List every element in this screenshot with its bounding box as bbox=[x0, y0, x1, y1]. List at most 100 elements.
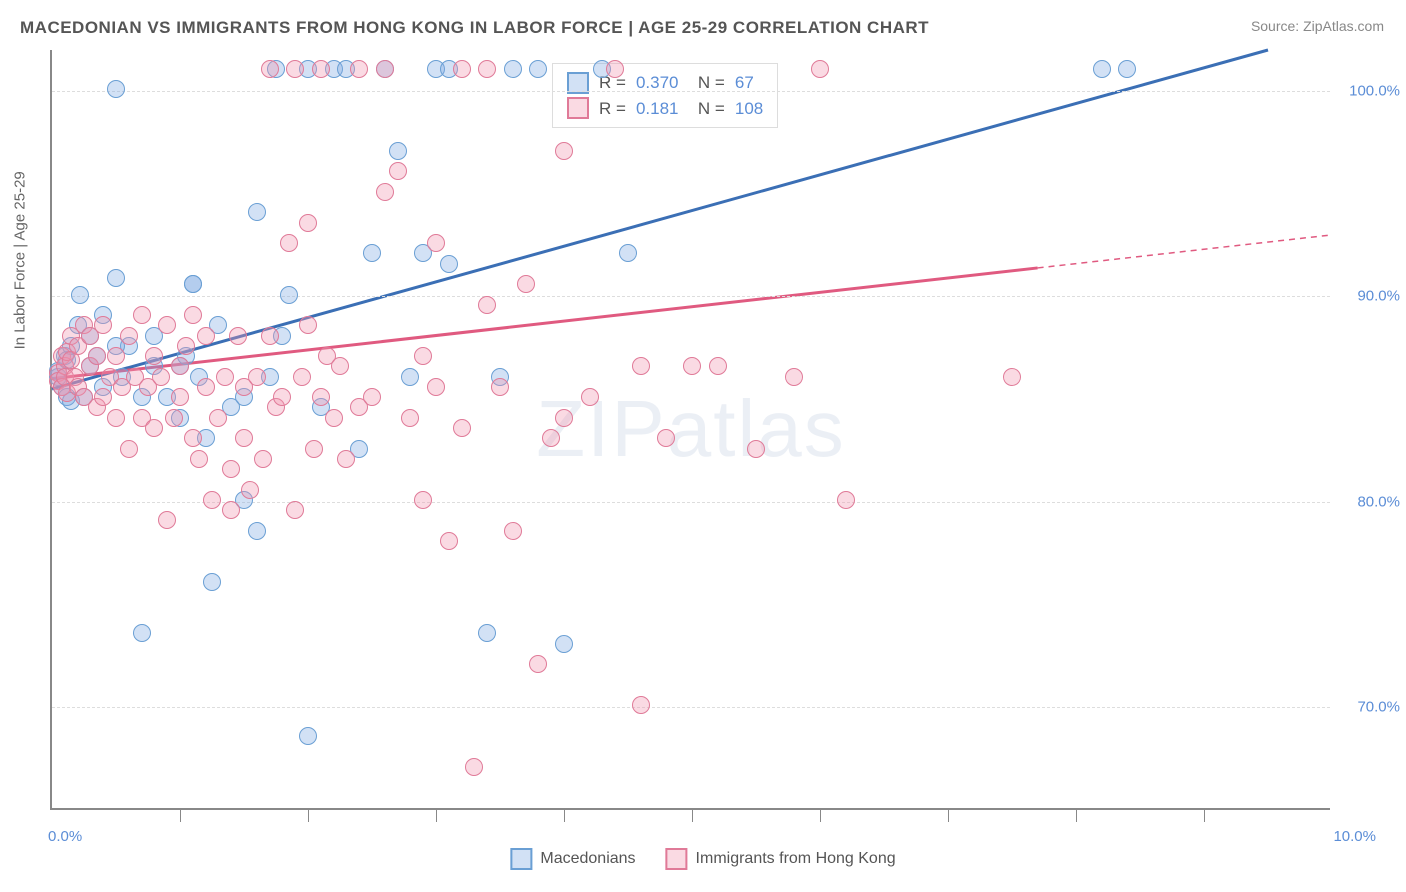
data-point bbox=[177, 337, 195, 355]
data-point bbox=[71, 286, 89, 304]
data-point bbox=[107, 347, 125, 365]
data-point bbox=[555, 142, 573, 160]
data-point bbox=[555, 635, 573, 653]
data-point bbox=[184, 275, 202, 293]
y-axis-label: In Labor Force | Age 25-29 bbox=[12, 171, 29, 349]
x-minor-tick bbox=[1076, 808, 1077, 822]
data-point bbox=[286, 501, 304, 519]
data-point bbox=[325, 409, 343, 427]
data-point bbox=[312, 388, 330, 406]
scatter-chart: ZIPatlas R = 0.370 N = 67 R = 0.181 N = … bbox=[50, 50, 1330, 810]
data-point bbox=[376, 183, 394, 201]
data-point bbox=[337, 450, 355, 468]
x-minor-tick bbox=[820, 808, 821, 822]
data-point bbox=[478, 624, 496, 642]
y-tick-label: 80.0% bbox=[1357, 493, 1400, 510]
data-point bbox=[107, 409, 125, 427]
data-point bbox=[389, 142, 407, 160]
y-tick-label: 90.0% bbox=[1357, 288, 1400, 305]
data-point bbox=[280, 286, 298, 304]
data-point bbox=[235, 429, 253, 447]
data-point bbox=[190, 450, 208, 468]
data-point bbox=[1118, 60, 1136, 78]
x-tick-label-max: 10.0% bbox=[1333, 828, 1376, 845]
data-point bbox=[811, 60, 829, 78]
data-point bbox=[555, 409, 573, 427]
data-point bbox=[305, 440, 323, 458]
data-point bbox=[401, 409, 419, 427]
data-point bbox=[203, 573, 221, 591]
data-point bbox=[197, 327, 215, 345]
gridline-horizontal bbox=[52, 91, 1330, 92]
data-point bbox=[254, 450, 272, 468]
data-point bbox=[465, 758, 483, 776]
data-point bbox=[785, 368, 803, 386]
data-point bbox=[299, 316, 317, 334]
data-point bbox=[280, 234, 298, 252]
data-point bbox=[222, 460, 240, 478]
legend-color-box-1 bbox=[666, 848, 688, 870]
x-minor-tick bbox=[308, 808, 309, 822]
data-point bbox=[709, 357, 727, 375]
data-point bbox=[241, 481, 259, 499]
stats-color-box-1 bbox=[567, 97, 589, 119]
stats-n-value-1: 108 bbox=[735, 96, 763, 122]
data-point bbox=[293, 368, 311, 386]
data-point bbox=[94, 388, 112, 406]
gridline-horizontal bbox=[52, 296, 1330, 297]
data-point bbox=[209, 409, 227, 427]
data-point bbox=[747, 440, 765, 458]
data-point bbox=[88, 347, 106, 365]
data-point bbox=[229, 327, 247, 345]
data-point bbox=[248, 368, 266, 386]
y-tick-label: 70.0% bbox=[1357, 699, 1400, 716]
stats-r-label: R = bbox=[599, 96, 626, 122]
x-minor-tick bbox=[948, 808, 949, 822]
data-point bbox=[120, 440, 138, 458]
data-point bbox=[203, 491, 221, 509]
data-point bbox=[837, 491, 855, 509]
stats-legend-box: R = 0.370 N = 67 R = 0.181 N = 108 bbox=[552, 63, 778, 128]
gridline-horizontal bbox=[52, 707, 1330, 708]
data-point bbox=[606, 60, 624, 78]
data-point bbox=[1003, 368, 1021, 386]
data-point bbox=[158, 511, 176, 529]
legend-label-1: Immigrants from Hong Kong bbox=[696, 850, 896, 868]
data-point bbox=[363, 244, 381, 262]
data-point bbox=[414, 347, 432, 365]
data-point bbox=[261, 327, 279, 345]
data-point bbox=[261, 60, 279, 78]
data-point bbox=[504, 60, 522, 78]
x-minor-tick bbox=[436, 808, 437, 822]
data-point bbox=[517, 275, 535, 293]
data-point bbox=[376, 60, 394, 78]
data-point bbox=[401, 368, 419, 386]
data-point bbox=[222, 501, 240, 519]
data-point bbox=[581, 388, 599, 406]
data-point bbox=[145, 419, 163, 437]
data-point bbox=[158, 316, 176, 334]
data-point bbox=[529, 655, 547, 673]
x-minor-tick bbox=[1204, 808, 1205, 822]
data-point bbox=[299, 727, 317, 745]
stats-r-value-1: 0.181 bbox=[636, 96, 679, 122]
data-point bbox=[350, 60, 368, 78]
data-point bbox=[145, 347, 163, 365]
data-point bbox=[331, 357, 349, 375]
data-point bbox=[152, 368, 170, 386]
data-point bbox=[312, 60, 330, 78]
legend-bottom: Macedonians Immigrants from Hong Kong bbox=[510, 848, 895, 870]
data-point bbox=[683, 357, 701, 375]
data-point bbox=[1093, 60, 1111, 78]
data-point bbox=[440, 532, 458, 550]
data-point bbox=[133, 624, 151, 642]
y-tick-label: 100.0% bbox=[1349, 83, 1400, 100]
data-point bbox=[94, 316, 112, 334]
legend-label-0: Macedonians bbox=[540, 850, 635, 868]
data-point bbox=[632, 357, 650, 375]
legend-color-box-0 bbox=[510, 848, 532, 870]
data-point bbox=[299, 214, 317, 232]
data-point bbox=[197, 378, 215, 396]
data-point bbox=[184, 429, 202, 447]
data-point bbox=[216, 368, 234, 386]
